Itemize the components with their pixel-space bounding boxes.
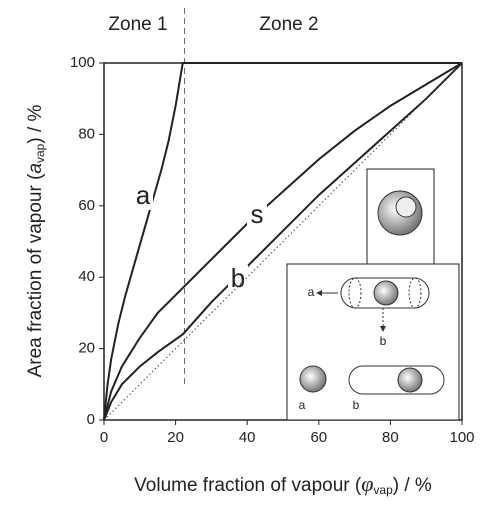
y-tick-label: 80 — [78, 125, 95, 142]
y-tick-label: 0 — [87, 411, 95, 428]
x-axis-label: Volume fraction of vapour (φvap) / % — [134, 471, 432, 497]
x-tick-label: 20 — [167, 429, 184, 446]
y-tick-label: 20 — [78, 340, 95, 357]
inset-label: b — [353, 398, 360, 412]
x-tick-label: 60 — [310, 429, 327, 446]
y-tick-label: 100 — [70, 54, 95, 71]
zone-label: Zone 2 — [259, 14, 318, 35]
curve — [103, 62, 463, 421]
y-tick-label: 40 — [78, 268, 95, 285]
inset-label: b — [380, 334, 387, 348]
zone-label: Zone 1 — [108, 14, 167, 35]
x-tick-label: 0 — [100, 429, 108, 446]
x-tick-label: 100 — [449, 429, 474, 446]
inset-lower: a b a b — [286, 263, 460, 421]
label-bg — [228, 265, 248, 293]
label-bg — [247, 201, 267, 229]
label-bg — [133, 182, 153, 210]
curve — [103, 62, 462, 421]
x-tick-label: 40 — [239, 429, 256, 446]
y-tick-label: 60 — [78, 197, 95, 214]
curve-label: b — [231, 263, 245, 293]
inset-label: a — [299, 398, 306, 412]
x-tick-label: 80 — [382, 429, 399, 446]
curve — [103, 62, 463, 421]
y-axis-label: Area fraction of vapour (avap) / % — [25, 104, 47, 377]
inset-label: a — [308, 285, 315, 299]
curve-label: a — [136, 180, 151, 210]
curve-label: s — [251, 199, 264, 229]
